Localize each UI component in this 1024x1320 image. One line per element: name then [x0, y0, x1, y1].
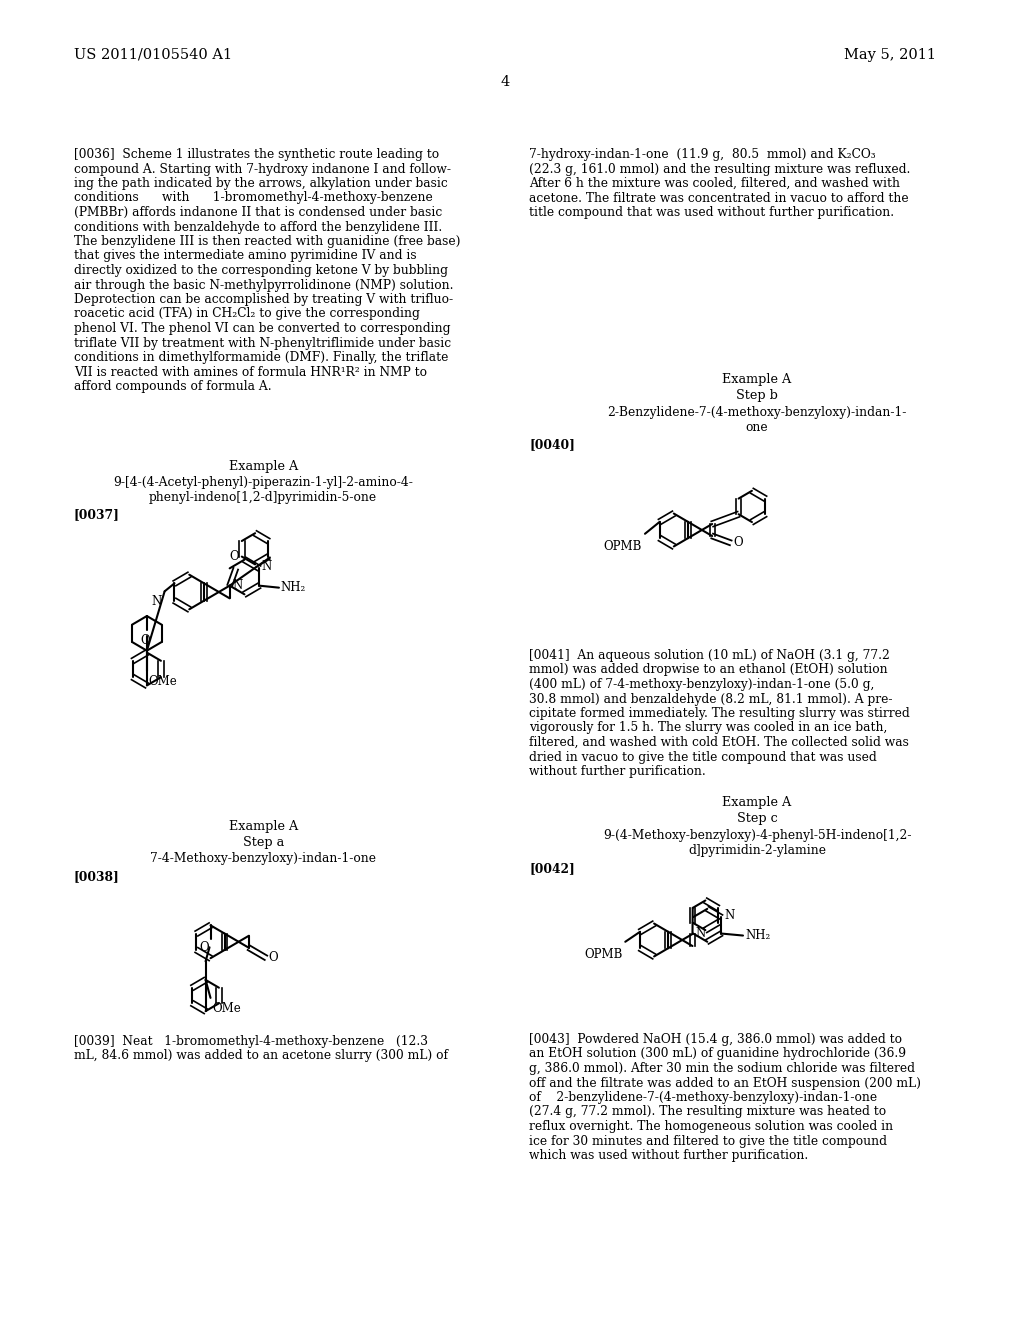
- Text: O: O: [199, 941, 209, 954]
- Text: [0036]  Scheme 1 illustrates the synthetic route leading to: [0036] Scheme 1 illustrates the syntheti…: [74, 148, 439, 161]
- Text: (400 mL) of 7-4-methoxy-benzyloxy)-indan-1-one (5.0 g,: (400 mL) of 7-4-methoxy-benzyloxy)-indan…: [529, 678, 874, 690]
- Text: [0041]  An aqueous solution (10 mL) of NaOH (3.1 g, 77.2: [0041] An aqueous solution (10 mL) of Na…: [529, 649, 890, 663]
- Text: The benzylidene III is then reacted with guanidine (free base): The benzylidene III is then reacted with…: [74, 235, 461, 248]
- Text: ing the path indicated by the arrows, alkylation under basic: ing the path indicated by the arrows, al…: [74, 177, 447, 190]
- Text: N: N: [695, 927, 706, 940]
- Text: OMe: OMe: [212, 1002, 242, 1015]
- Text: OPMB: OPMB: [584, 948, 623, 961]
- Text: air through the basic N-methylpyrrolidinone (NMP) solution.: air through the basic N-methylpyrrolidin…: [74, 279, 454, 292]
- Text: vigorously for 1.5 h. The slurry was cooled in an ice bath,: vigorously for 1.5 h. The slurry was coo…: [529, 722, 888, 734]
- Text: conditions in dimethylformamide (DMF). Finally, the triflate: conditions in dimethylformamide (DMF). F…: [74, 351, 449, 364]
- Text: Example A: Example A: [228, 820, 298, 833]
- Text: that gives the intermediate amino pyrimidine IV and is: that gives the intermediate amino pyrimi…: [74, 249, 417, 263]
- Text: conditions      with      1-bromomethyl-4-methoxy-benzene: conditions with 1-bromomethyl-4-methoxy-…: [74, 191, 433, 205]
- Text: NH₂: NH₂: [745, 929, 770, 942]
- Text: N: N: [152, 595, 162, 609]
- Text: roacetic acid (TFA) in CH₂Cl₂ to give the corresponding: roacetic acid (TFA) in CH₂Cl₂ to give th…: [74, 308, 420, 321]
- Text: which was used without further purification.: which was used without further purificat…: [529, 1148, 809, 1162]
- Text: triflate VII by treatment with N-phenyltriflimide under basic: triflate VII by treatment with N-phenylt…: [74, 337, 451, 350]
- Text: dried in vacuo to give the title compound that was used: dried in vacuo to give the title compoun…: [529, 751, 878, 763]
- Text: [0039]  Neat   1-bromomethyl-4-methoxy-benzene   (12.3: [0039] Neat 1-bromomethyl-4-methoxy-benz…: [74, 1035, 428, 1048]
- Text: off and the filtrate was added to an EtOH suspension (200 mL): off and the filtrate was added to an EtO…: [529, 1077, 922, 1089]
- Text: OPMB: OPMB: [604, 540, 642, 553]
- Text: d]pyrimidin-2-ylamine: d]pyrimidin-2-ylamine: [688, 843, 826, 857]
- Text: 7-4-Methoxy-benzyloxy)-indan-1-one: 7-4-Methoxy-benzyloxy)-indan-1-one: [151, 851, 376, 865]
- Text: (22.3 g, 161.0 mmol) and the resulting mixture was refluxed.: (22.3 g, 161.0 mmol) and the resulting m…: [529, 162, 910, 176]
- Text: O: O: [268, 952, 278, 965]
- Text: filtered, and washed with cold EtOH. The collected solid was: filtered, and washed with cold EtOH. The…: [529, 737, 909, 748]
- Text: 30.8 mmol) and benzaldehyde (8.2 mL, 81.1 mmol). A pre-: 30.8 mmol) and benzaldehyde (8.2 mL, 81.…: [529, 693, 893, 705]
- Text: OMe: OMe: [148, 675, 177, 688]
- Text: afford compounds of formula A.: afford compounds of formula A.: [74, 380, 271, 393]
- Text: (PMBBr) affords indanone II that is condensed under basic: (PMBBr) affords indanone II that is cond…: [74, 206, 442, 219]
- Text: After 6 h the mixture was cooled, filtered, and washed with: After 6 h the mixture was cooled, filter…: [529, 177, 900, 190]
- Text: phenol VI. The phenol VI can be converted to corresponding: phenol VI. The phenol VI can be converte…: [74, 322, 451, 335]
- Text: US 2011/0105540 A1: US 2011/0105540 A1: [74, 48, 232, 62]
- Text: acetone. The filtrate was concentrated in vacuo to afford the: acetone. The filtrate was concentrated i…: [529, 191, 909, 205]
- Text: 4: 4: [500, 75, 509, 88]
- Text: compound A. Starting with 7-hydroxy indanone I and follow-: compound A. Starting with 7-hydroxy inda…: [74, 162, 451, 176]
- Text: [0038]: [0038]: [74, 870, 120, 883]
- Text: [0042]: [0042]: [529, 862, 575, 875]
- Text: an EtOH solution (300 mL) of guanidine hydrochloride (36.9: an EtOH solution (300 mL) of guanidine h…: [529, 1048, 906, 1060]
- Text: one: one: [745, 421, 768, 434]
- Text: Step b: Step b: [736, 389, 778, 403]
- Text: Example A: Example A: [228, 459, 298, 473]
- Text: [0040]: [0040]: [529, 438, 575, 451]
- Text: N: N: [724, 908, 734, 921]
- Text: 9-[4-(4-Acetyl-phenyl)-piperazin-1-yl]-2-amino-4-: 9-[4-(4-Acetyl-phenyl)-piperazin-1-yl]-2…: [114, 477, 413, 488]
- Text: N: N: [232, 579, 243, 593]
- Text: May 5, 2011: May 5, 2011: [845, 48, 937, 62]
- Text: without further purification.: without further purification.: [529, 766, 707, 777]
- Text: mL, 84.6 mmol) was added to an acetone slurry (300 mL) of: mL, 84.6 mmol) was added to an acetone s…: [74, 1049, 447, 1063]
- Text: phenyl-indeno[1,2-d]pyrimidin-5-one: phenyl-indeno[1,2-d]pyrimidin-5-one: [150, 491, 377, 504]
- Text: O: O: [733, 536, 743, 549]
- Text: O: O: [229, 549, 239, 562]
- Text: directly oxidized to the corresponding ketone V by bubbling: directly oxidized to the corresponding k…: [74, 264, 447, 277]
- Text: [0037]: [0037]: [74, 508, 120, 521]
- Text: NH₂: NH₂: [280, 581, 305, 594]
- Text: 7-hydroxy-indan-1-one  (11.9 g,  80.5  mmol) and K₂CO₃: 7-hydroxy-indan-1-one (11.9 g, 80.5 mmol…: [529, 148, 876, 161]
- Text: Example A: Example A: [723, 796, 792, 809]
- Text: Step c: Step c: [736, 812, 777, 825]
- Text: Step a: Step a: [243, 836, 284, 849]
- Text: 2-Benzylidene-7-(4-methoxy-benzyloxy)-indan-1-: 2-Benzylidene-7-(4-methoxy-benzyloxy)-in…: [607, 407, 907, 418]
- Text: O: O: [140, 634, 150, 647]
- Text: [0043]  Powdered NaOH (15.4 g, 386.0 mmol) was added to: [0043] Powdered NaOH (15.4 g, 386.0 mmol…: [529, 1034, 902, 1045]
- Text: title compound that was used without further purification.: title compound that was used without fur…: [529, 206, 895, 219]
- Text: reflux overnight. The homogeneous solution was cooled in: reflux overnight. The homogeneous soluti…: [529, 1119, 894, 1133]
- Text: of    2-benzylidene-7-(4-methoxy-benzyloxy)-indan-1-one: of 2-benzylidene-7-(4-methoxy-benzyloxy)…: [529, 1092, 878, 1104]
- Text: N: N: [261, 560, 271, 573]
- Text: conditions with benzaldehyde to afford the benzylidene III.: conditions with benzaldehyde to afford t…: [74, 220, 442, 234]
- Text: 9-(4-Methoxy-benzyloxy)-4-phenyl-5H-indeno[1,2-: 9-(4-Methoxy-benzyloxy)-4-phenyl-5H-inde…: [603, 829, 911, 842]
- Text: VII is reacted with amines of formula HNR¹R² in NMP to: VII is reacted with amines of formula HN…: [74, 366, 427, 379]
- Text: cipitate formed immediately. The resulting slurry was stirred: cipitate formed immediately. The resulti…: [529, 708, 910, 719]
- Text: Deprotection can be accomplished by treating V with trifluo-: Deprotection can be accomplished by trea…: [74, 293, 453, 306]
- Text: mmol) was added dropwise to an ethanol (EtOH) solution: mmol) was added dropwise to an ethanol (…: [529, 664, 888, 676]
- Text: Example A: Example A: [723, 374, 792, 385]
- Text: g, 386.0 mmol). After 30 min the sodium chloride was filtered: g, 386.0 mmol). After 30 min the sodium …: [529, 1063, 915, 1074]
- Text: ice for 30 minutes and filtered to give the title compound: ice for 30 minutes and filtered to give …: [529, 1134, 888, 1147]
- Text: (27.4 g, 77.2 mmol). The resulting mixture was heated to: (27.4 g, 77.2 mmol). The resulting mixtu…: [529, 1106, 887, 1118]
